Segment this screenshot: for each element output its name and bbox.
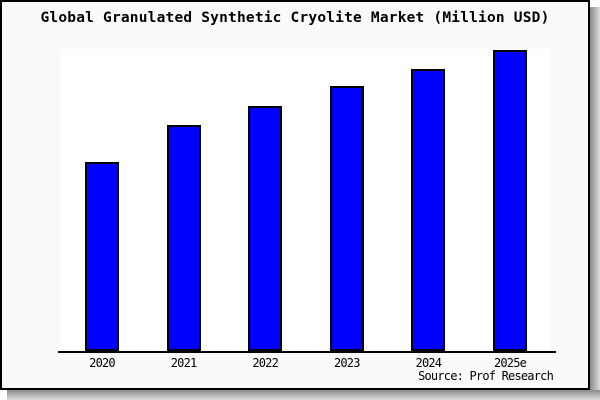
tick-label-2022: 2022: [252, 356, 279, 370]
tick-label-2025e: 2025e: [493, 356, 527, 370]
bar-2023: [329, 86, 364, 351]
bar-2021: [166, 125, 201, 351]
tick-label-2021: 2021: [170, 356, 198, 370]
tick-label-2023: 2023: [333, 356, 361, 370]
bar-2024: [411, 69, 446, 351]
tick-label-2024: 2024: [415, 356, 443, 370]
bar-2025e: [493, 50, 527, 351]
x-axis-line: [58, 351, 556, 353]
source-credit: Source: Prof Research: [418, 369, 554, 383]
plot-area: [60, 49, 550, 351]
frame-shadow-right: [590, 7, 600, 390]
tick-label-2020: 2020: [89, 356, 116, 370]
bar-2020: [85, 162, 119, 351]
chart-title: Global Granulated Synthetic Cryolite Mar…: [40, 10, 550, 26]
chart-frame: Global Granulated Synthetic Cryolite Mar…: [0, 0, 590, 390]
frame-shadow-bottom: [7, 390, 600, 400]
bar-2022: [248, 106, 283, 351]
